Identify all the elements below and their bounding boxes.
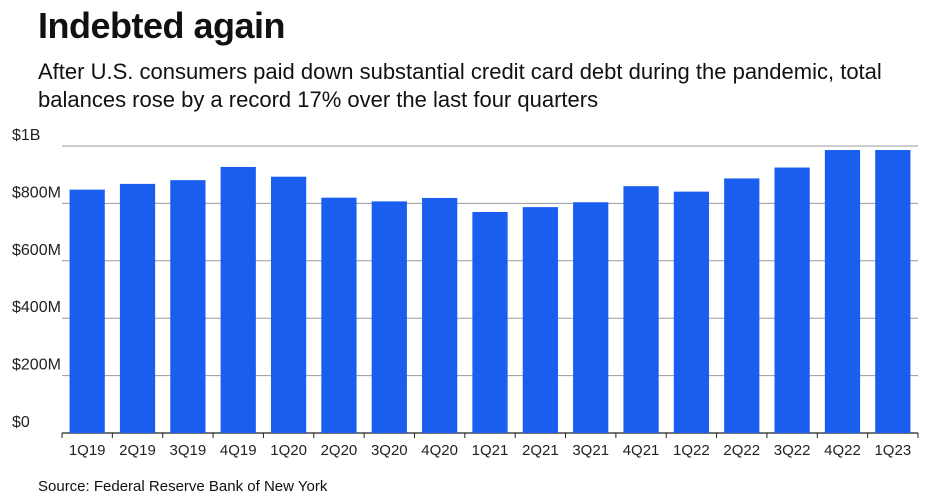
x-tick-label: 1Q19 [69,442,106,459]
source-note: Source: Federal Reserve Bank of New York [38,478,327,496]
y-tick-label: $600M [12,242,61,259]
x-tick-label: 1Q22 [673,442,710,459]
x-tick-label: 4Q19 [220,442,257,459]
x-tick-label: 4Q22 [824,442,861,459]
bar-1Q21 [472,212,507,433]
x-tick-label: 3Q22 [774,442,811,459]
x-tick-label: 3Q21 [572,442,609,459]
bar-2Q21 [523,207,558,433]
y-tick-label: $800M [12,184,61,201]
y-axis-labels: $0 $200M $400M $600M $800M $1B [12,127,61,431]
bar-1Q22 [674,192,709,433]
bar-3Q19 [170,180,205,433]
x-tick-label: 1Q20 [270,442,307,459]
y-tick-label: $400M [12,299,61,316]
bar-4Q19 [221,167,256,433]
x-tick-label: 3Q20 [371,442,408,459]
bar-3Q20 [372,201,407,433]
x-tick-label: 3Q19 [170,442,207,459]
x-tick-label: 1Q21 [472,442,509,459]
x-tick-label: 4Q20 [421,442,458,459]
x-tick-label: 4Q21 [623,442,660,459]
bar-2Q19 [120,184,155,433]
x-tick-label: 1Q23 [874,442,911,459]
bar-1Q19 [70,190,105,433]
bars [70,150,911,433]
y-tick-label: $0 [12,414,30,431]
bar-2Q20 [321,198,356,433]
y-tick-label: $200M [12,357,61,374]
bar-4Q21 [623,186,658,433]
bar-3Q22 [774,168,809,433]
y-tick-label: $1B [12,127,40,144]
x-tick-label: 2Q20 [321,442,358,459]
bar-3Q21 [573,202,608,433]
bar-4Q22 [825,150,860,433]
bar-1Q20 [271,177,306,433]
bar-4Q20 [422,198,457,433]
bar-1Q23 [875,150,910,433]
x-axis-labels: 1Q19 2Q19 3Q19 4Q19 1Q20 2Q20 3Q20 4Q20 1Q21 2Q21… [62,433,918,459]
x-tick-label: 2Q21 [522,442,559,459]
x-tick-label: 2Q22 [723,442,760,459]
x-tick-label: 2Q19 [119,442,156,459]
bar-2Q22 [724,178,759,433]
